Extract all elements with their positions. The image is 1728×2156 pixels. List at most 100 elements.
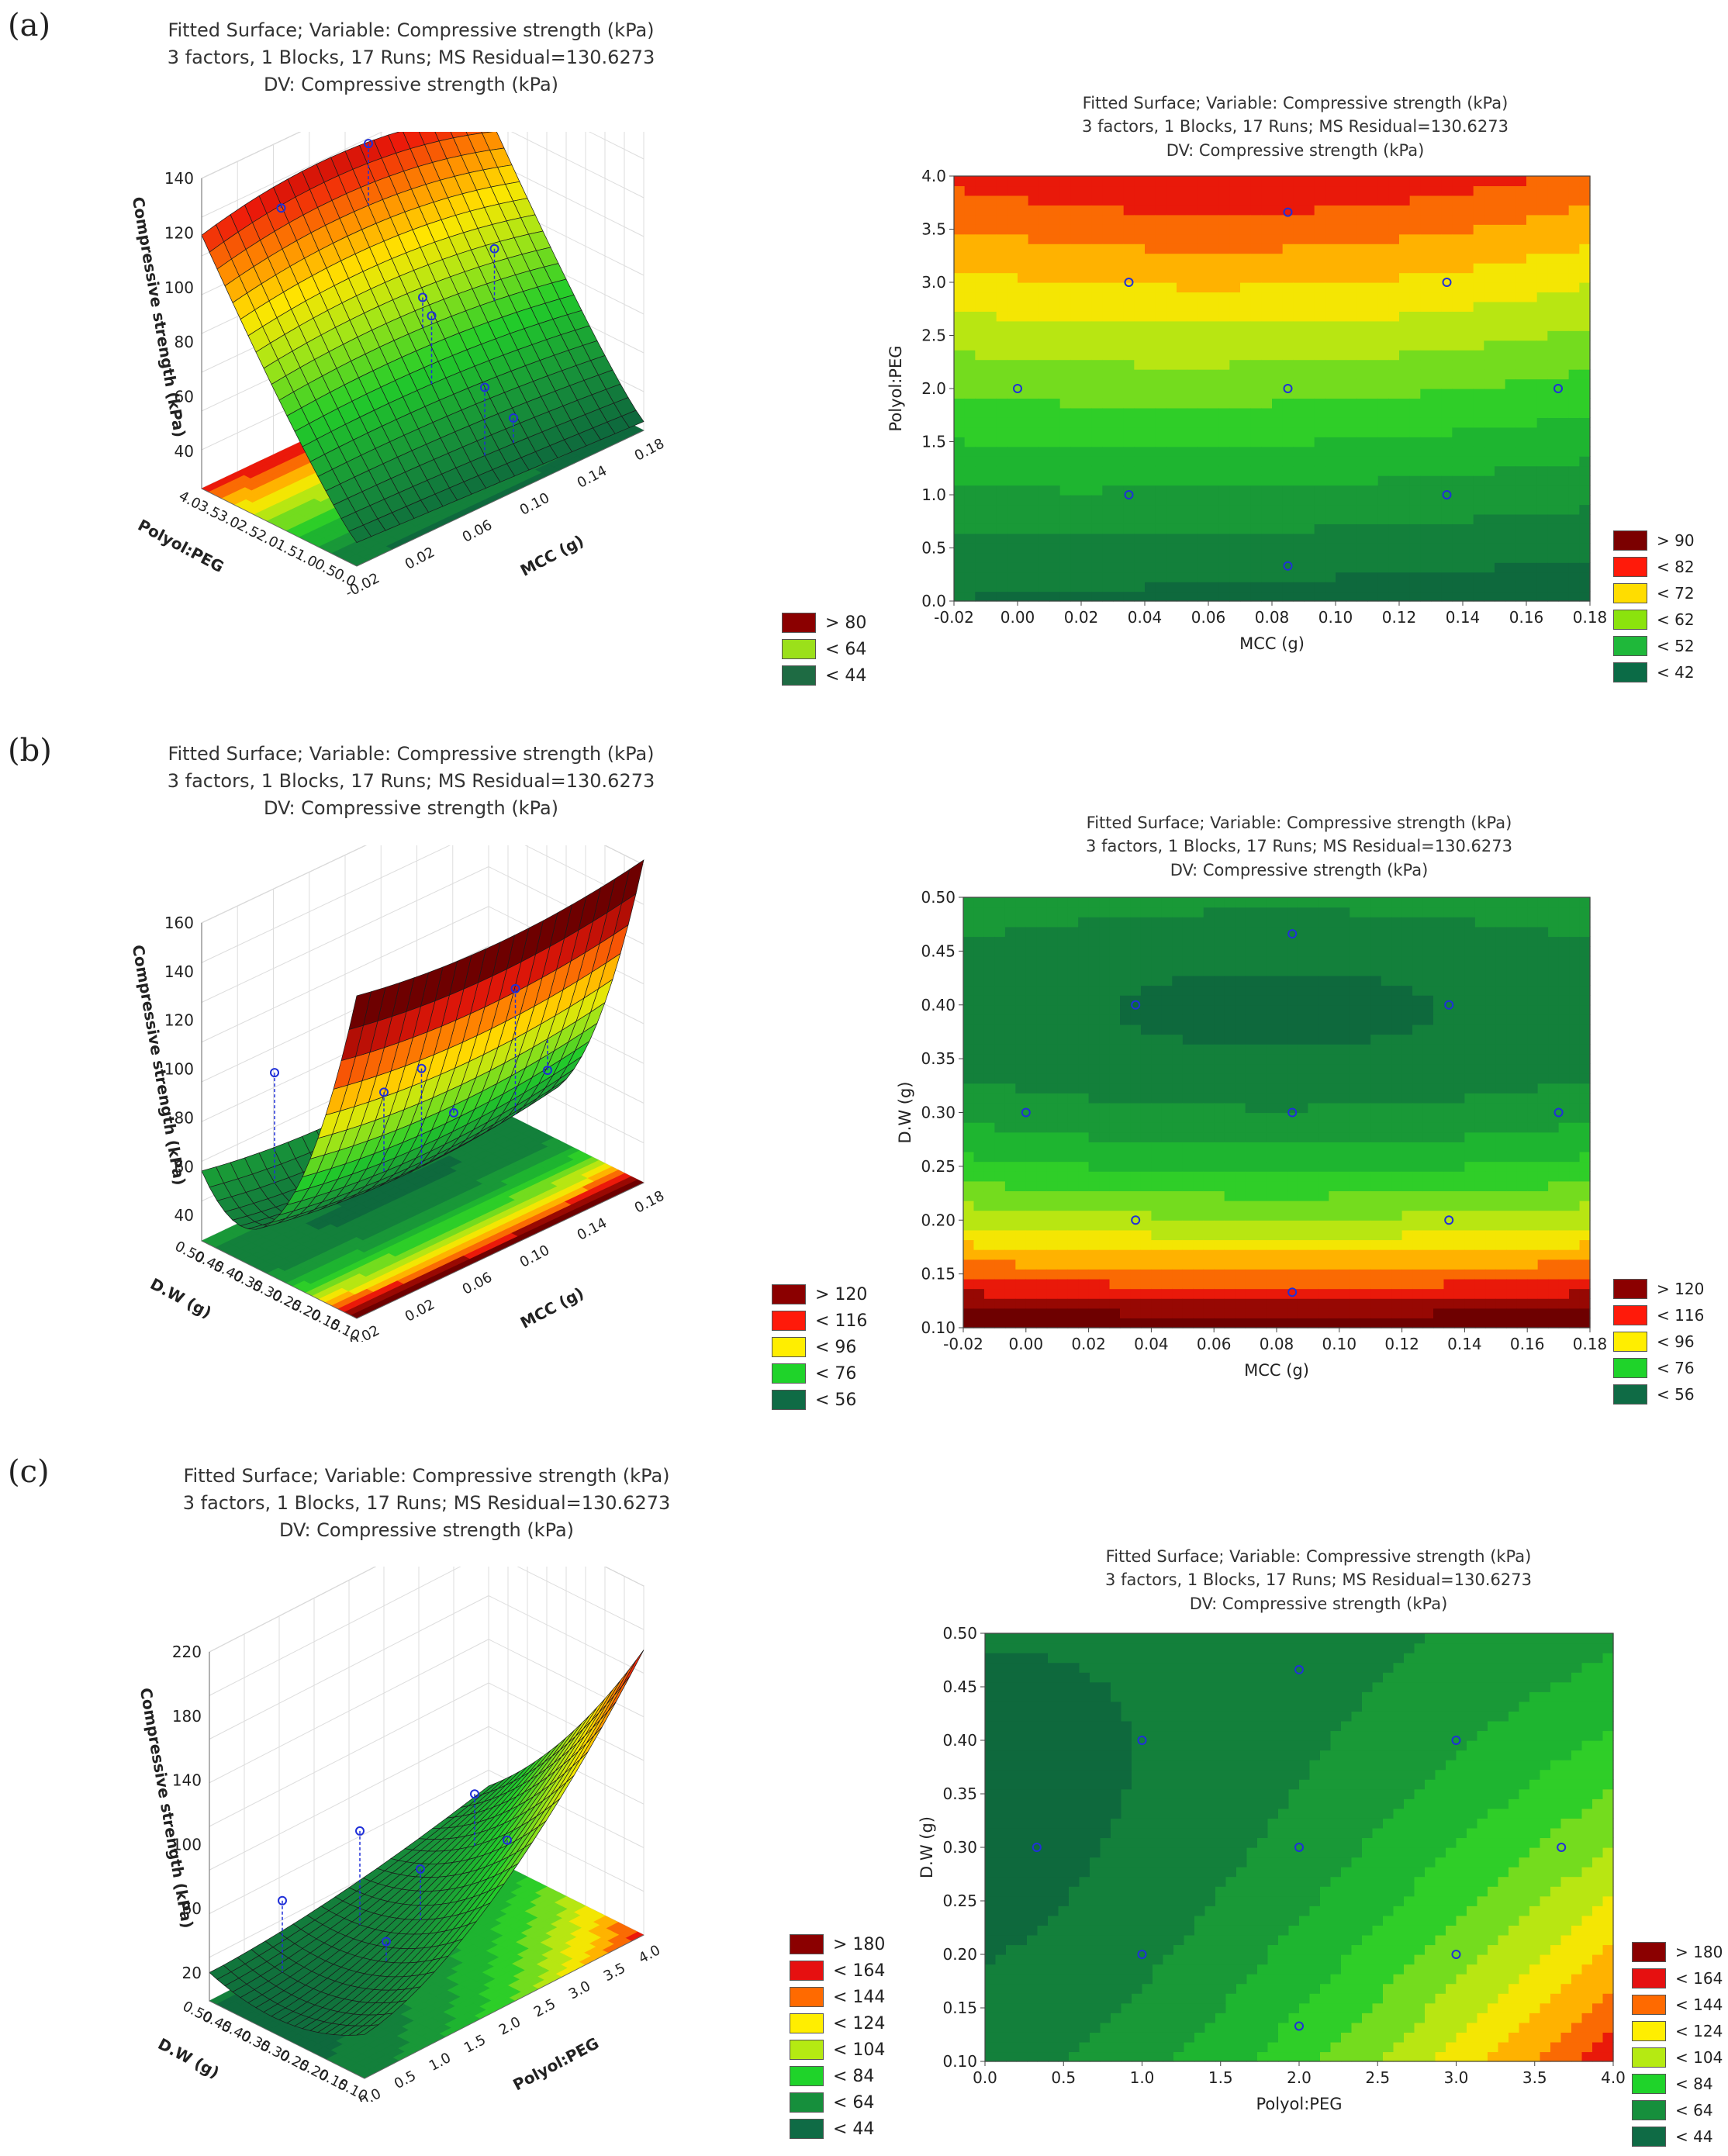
y-tick-label: 3.5 [921, 220, 946, 239]
legend-swatch [790, 2040, 824, 2060]
legend-entry: > 120 [772, 1281, 867, 1308]
panel-label-a: (a) [8, 8, 51, 43]
x-tick-label: 0.02 [403, 1296, 437, 1325]
design-point [1294, 2021, 1304, 2031]
design-point [1287, 929, 1298, 939]
design-point [1131, 1215, 1141, 1225]
design-point [1283, 207, 1293, 217]
y-tick-label: 0.50 [942, 1624, 977, 1643]
design-point [1451, 1736, 1461, 1745]
design-point [1287, 1107, 1298, 1118]
title-line-2: 3 factors, 1 Blocks, 17 Runs; MS Residua… [167, 46, 655, 68]
z-tick-label: 20 [182, 1964, 202, 1982]
x-tick-label: 0.06 [1191, 608, 1226, 627]
x-axis-label: MCC (g) [1244, 1361, 1309, 1380]
legend-swatch [1613, 1305, 1647, 1325]
y-tick-label: 0.35 [921, 1049, 956, 1068]
y-tick-label: 0.20 [942, 1945, 977, 1964]
legend-entry: < 56 [772, 1387, 867, 1413]
legend-entry: < 64 [782, 636, 866, 662]
legend-entry: < 84 [790, 2063, 885, 2089]
legend-label: < 164 [833, 1961, 886, 1981]
x-tick-label: 0.16 [1509, 608, 1544, 627]
legend-label: < 64 [1675, 2101, 1713, 2120]
design-point [1283, 384, 1293, 393]
legend-entry: < 116 [1613, 1302, 1704, 1328]
contour-title-c: Fitted Surface; Variable: Compressive st… [1039, 1545, 1598, 1615]
design-point [270, 1068, 279, 1078]
contour-fill [963, 897, 1591, 1328]
legend-label: < 52 [1657, 637, 1695, 655]
legend-swatch [1613, 636, 1647, 656]
legend-entry: < 42 [1613, 659, 1695, 686]
x-tick-label: 3.5 [601, 1960, 628, 1985]
legend-entry: < 64 [1632, 2097, 1723, 2123]
x-tick-label: 2.5 [531, 1996, 558, 2021]
surface-title-a: Fitted Surface; Variable: Compressive st… [140, 17, 683, 98]
y-tick-label: 4.0 [921, 167, 946, 185]
x-tick-label: 0.14 [1446, 608, 1481, 627]
legend-label: < 64 [825, 639, 867, 659]
x-tick-label: 0.00 [1001, 608, 1035, 627]
design-point [1553, 1107, 1564, 1118]
legend-swatch [1632, 2074, 1666, 2094]
legend-entry: < 82 [1613, 554, 1695, 580]
title-line-3: DV: Compressive strength (kPa) [263, 796, 559, 819]
x-tick-label: 2.5 [1365, 2068, 1390, 2087]
y-tick-label: 0.30 [942, 1838, 977, 1857]
legend-swatch [790, 2066, 824, 2086]
design-point [470, 1789, 479, 1799]
legend-swatch [782, 639, 816, 659]
design-points [276, 139, 518, 456]
legend-label: > 180 [1675, 1943, 1723, 1961]
legend-entry: < 62 [1613, 606, 1695, 633]
axes [209, 1652, 645, 2079]
x-tick-label: 0.02 [1071, 1335, 1106, 1353]
legend-swatch [1613, 1279, 1647, 1299]
title-line-3: DV: Compressive strength (kPa) [278, 1519, 575, 1541]
legend-entry: < 144 [1632, 1992, 1723, 2018]
x-tick-label: 0.06 [460, 517, 495, 545]
legend-label: < 144 [1675, 1995, 1723, 2014]
x-tick-label: 0.14 [1447, 1335, 1482, 1353]
contour-plot-c: 0.0 0.5 1.0 1.5 2.0 2.5 3.0 3.5 4.0 0.10 0.15 0.20 0… [918, 1624, 1626, 2113]
z-tick-label: 140 [172, 1771, 202, 1790]
legend-label: < 62 [1657, 610, 1695, 629]
contour-title-a: Fitted Surface; Variable: Compressive st… [1016, 92, 1574, 162]
x-tick-label: 1.5 [461, 2032, 489, 2057]
design-point [1137, 1950, 1147, 1959]
contour-title-b: Fitted Surface; Variable: Compressive st… [1020, 811, 1578, 882]
design-point [489, 244, 499, 254]
design-point [1287, 1287, 1298, 1297]
y-tick-label: 0.10 [942, 2052, 977, 2071]
legend-entry: < 104 [790, 2037, 885, 2063]
legend-swatch [1613, 1332, 1647, 1352]
design-point [1294, 1843, 1304, 1852]
y-tick-label: 0.40 [942, 1731, 977, 1750]
legend-label: < 104 [833, 2040, 886, 2060]
y-axis-label: Polyol:PEG [135, 516, 227, 576]
legend-swatch [1632, 1968, 1666, 1988]
legend-swatch [1632, 1942, 1666, 1962]
design-point [480, 382, 489, 392]
y-tick-label: 2.5 [921, 327, 946, 345]
x-axis-label: Polyol:PEG [510, 2033, 602, 2094]
legend-label: < 104 [1675, 2048, 1723, 2067]
legend-label: < 84 [833, 2066, 875, 2086]
legend-label: < 124 [833, 2013, 886, 2033]
legend-swatch [772, 1337, 806, 1357]
design-point [1451, 1950, 1461, 1959]
legend-label: < 42 [1657, 663, 1695, 682]
design-points [270, 983, 552, 1183]
x-tick-label: 0.16 [1510, 1335, 1545, 1353]
legend-label: > 120 [815, 1284, 868, 1304]
legend-entry: < 44 [782, 662, 866, 689]
panel-label-b: (b) [8, 733, 52, 769]
x-tick-label: 0.08 [1260, 1335, 1294, 1353]
legend-entry: < 44 [790, 2116, 885, 2142]
x-tick-label: 0.12 [1382, 608, 1417, 627]
legend-label: < 72 [1657, 584, 1695, 603]
legend-label: < 124 [1675, 2022, 1723, 2040]
legend-label: < 82 [1657, 558, 1695, 576]
y-axis-label: Polyol:PEG [886, 346, 905, 432]
